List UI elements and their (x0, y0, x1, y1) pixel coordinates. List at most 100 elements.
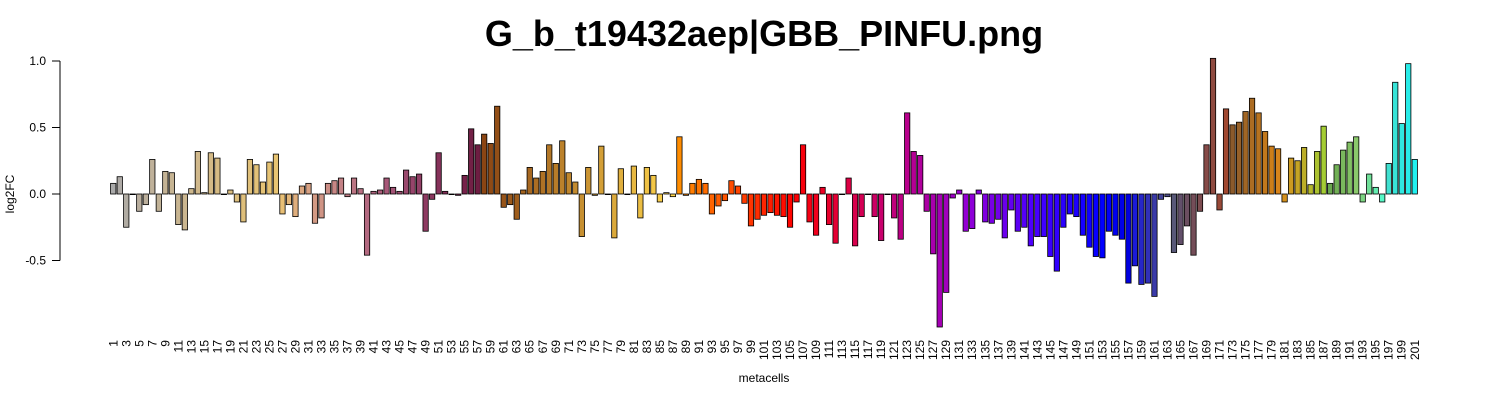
x-tick-label: 113 (835, 340, 849, 359)
bar-metacell-2 (116, 176, 123, 195)
x-tick-label: 53 (445, 340, 459, 354)
x-tick-label: 59 (484, 340, 498, 354)
bar-metacell-99 (747, 193, 755, 227)
bar-metacell-100 (754, 193, 761, 220)
bar-metacell-191 (1346, 141, 1353, 195)
x-tick-label: 199 (1395, 340, 1409, 360)
bar-metacell-196 (1379, 193, 1386, 203)
bar-metacell-82 (637, 193, 644, 219)
bar-metacell-64 (520, 189, 527, 195)
bar-metacell-28 (285, 193, 293, 206)
bar-metacell-24 (259, 181, 267, 195)
bar-metacell-138 (1001, 193, 1008, 239)
bar-metacell-161 (1151, 193, 1158, 297)
bar-metacell-96 (728, 180, 735, 195)
bar-metacell-177 (1255, 112, 1262, 195)
x-tick-label: 111 (822, 340, 836, 359)
bar-metacell-11 (175, 193, 182, 225)
bar-metacell-200 (1405, 63, 1412, 195)
x-tick-label: 189 (1330, 340, 1344, 360)
x-tick-label: 129 (939, 340, 953, 360)
chart-title: G_b_t19432aep|GBB_PINFU.png (485, 13, 1043, 55)
bar-metacell-92 (702, 182, 709, 195)
bar-metacell-152 (1092, 193, 1099, 257)
x-tick-label: 157 (1121, 340, 1135, 360)
bar-metacell-145 (1047, 193, 1054, 257)
x-tick-label: 93 (705, 340, 719, 354)
x-tick-label: 85 (653, 340, 667, 354)
x-tick-label: 39 (354, 340, 368, 354)
bar-metacell-89 (682, 193, 689, 196)
bar-metacell-27 (279, 193, 286, 215)
x-tick-label: 159 (1134, 340, 1148, 360)
bar-metacell-56 (468, 128, 475, 195)
bar-metacell-65 (526, 166, 533, 195)
x-tick-label: 173 (1226, 340, 1240, 360)
x-tick-label: 103 (770, 340, 784, 360)
x-tick-label: 191 (1343, 340, 1357, 360)
bar-metacell-90 (689, 182, 696, 195)
x-tick-label: 151 (1082, 340, 1096, 360)
x-tick-label: 87 (666, 340, 680, 354)
bar-metacell-47 (409, 176, 416, 195)
x-tick-label: 11 (171, 340, 185, 353)
x-tick-label: 43 (380, 340, 394, 354)
y-axis: 1.0 0.5 0.0 -0.5 (25, 54, 61, 268)
bar-metacell-32 (311, 193, 319, 224)
x-tick-label: 183 (1291, 340, 1305, 360)
bar-metacell-128 (936, 193, 943, 328)
x-tick-label: 61 (497, 340, 511, 354)
bar-metacell-91 (695, 178, 703, 195)
bar-metacell-179 (1268, 145, 1275, 195)
bar-metacell-199 (1398, 123, 1405, 195)
x-tick-label: 109 (809, 340, 823, 360)
bar-metacell-62 (507, 193, 514, 206)
bar-metacell-164 (1170, 193, 1178, 253)
x-tick-label: 91 (692, 340, 706, 354)
x-tick-label: 131 (952, 340, 966, 360)
x-tick-label: 185 (1304, 340, 1318, 360)
bar-metacell-6 (142, 193, 149, 206)
bar-metacell-26 (272, 153, 280, 195)
bar-metacell-143 (1034, 193, 1041, 237)
bar-metacell-49 (422, 193, 429, 232)
x-tick-label: 79 (614, 340, 628, 354)
bar-metacell-180 (1275, 148, 1282, 195)
x-tick-label: 181 (1278, 340, 1292, 360)
bar-metacell-167 (1190, 193, 1197, 256)
bar-metacell-130 (949, 193, 956, 199)
x-axis-ticks: 1 3 5 7 9 11 13 15 17 19 21 23 25 27 29 31 33 35 37 39 41 43 4… (106, 340, 1422, 360)
bar-metacell-184 (1301, 147, 1308, 195)
x-tick-label: 161 (1147, 340, 1161, 360)
bar-metacell-72 (572, 181, 579, 195)
bar-metacell-106 (793, 193, 800, 203)
bar-metacell-17 (214, 157, 221, 195)
bar-metacell-109 (812, 193, 820, 236)
bar-metacell-185 (1307, 184, 1314, 195)
bar-metacell-34 (324, 182, 332, 195)
x-tick-label: 141 (1017, 340, 1031, 360)
bar-metacell-169 (1203, 144, 1210, 195)
bar-metacell-122 (897, 193, 904, 240)
x-tick-label: 187 (1317, 340, 1331, 360)
bar-metacell-108 (806, 193, 813, 223)
bar-metacell-88 (676, 136, 683, 195)
x-tick-label: 67 (536, 340, 550, 354)
bar-metacell-4 (129, 193, 136, 196)
bar-metacell-158 (1131, 193, 1139, 267)
bar-metacell-183 (1294, 160, 1301, 195)
bar-metacell-129 (943, 193, 950, 293)
bar-metacell-93 (708, 193, 716, 215)
x-tick-label: 63 (510, 340, 524, 354)
bar-metacell-142 (1027, 193, 1034, 247)
x-tick-label: 143 (1030, 340, 1044, 360)
bar-metacell-85 (656, 193, 663, 203)
bars (110, 57, 1418, 328)
y-tick-label: 1.0 (29, 54, 46, 68)
x-tick-label: 115 (848, 340, 862, 359)
bar-metacell-67 (539, 170, 546, 195)
bar-metacell-186 (1314, 151, 1321, 195)
bar-metacell-178 (1262, 131, 1269, 195)
bar-metacell-36 (337, 177, 345, 195)
